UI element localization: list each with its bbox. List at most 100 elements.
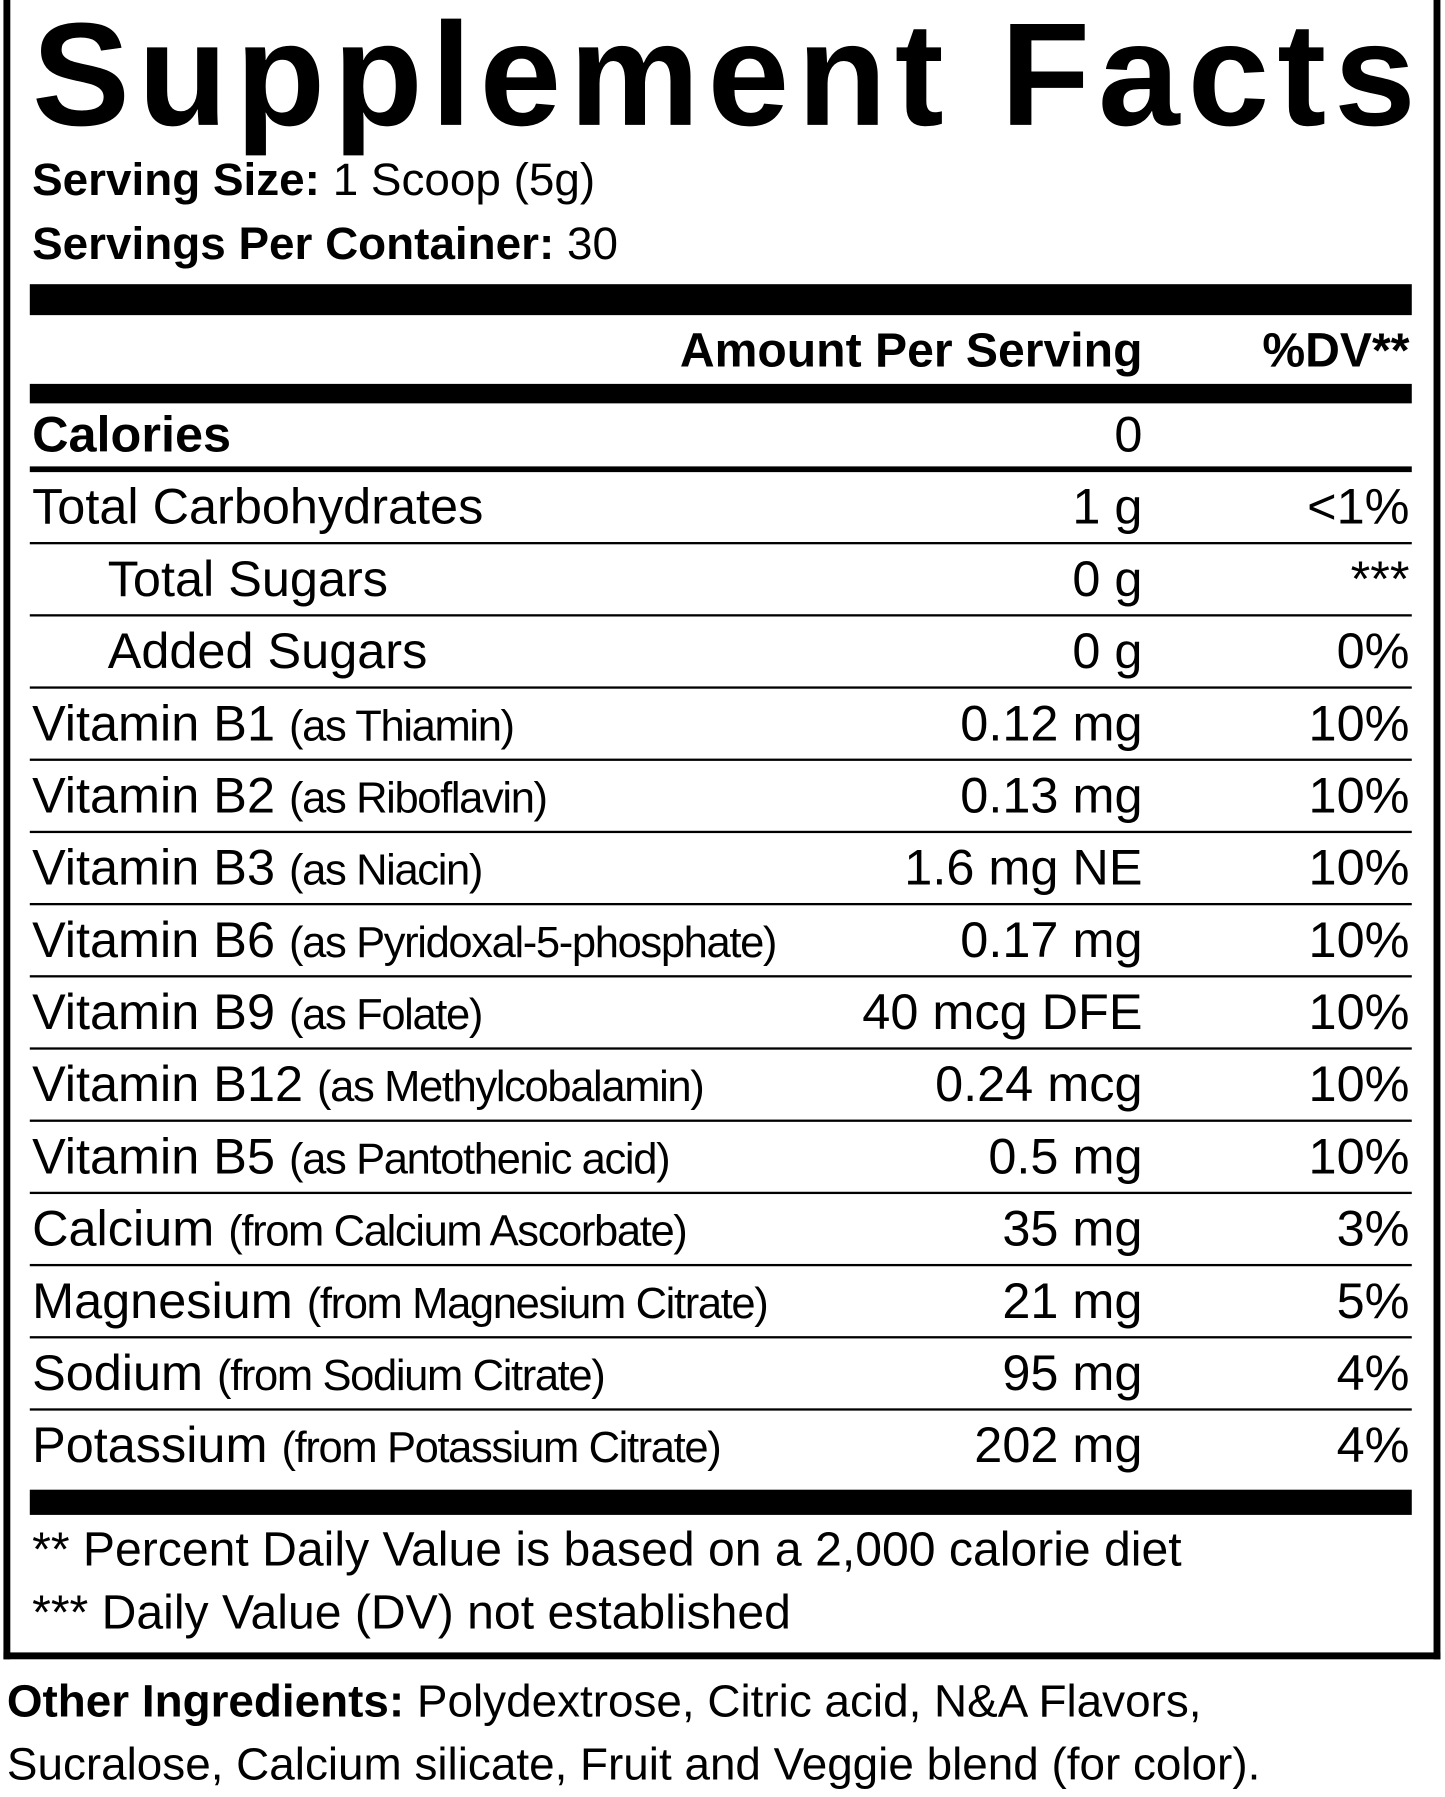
nutrient-name: Vitamin B9 — [32, 983, 275, 1040]
daily-value: 10% — [1308, 1055, 1410, 1113]
amount: 0 g — [1072, 622, 1143, 679]
nutrient-rows: Calories 0 Total Carbohydrates 1 g <1% Total … — [29, 403, 1412, 1481]
daily-value: 5% — [1336, 1272, 1410, 1329]
nutrient-name: Vitamin B2 — [32, 767, 275, 824]
nutrient-name: Sodium — [32, 1344, 204, 1401]
nutrient-name-cell: Vitamin B2 (as Riboflavin) — [32, 767, 548, 824]
nutrient-name: Vitamin B6 — [32, 911, 275, 968]
nutrient-source: (as Pyridoxal-5-phosphate) — [289, 918, 777, 967]
nutrient-name: Added Sugars — [107, 622, 428, 679]
label: Serving Size: — [32, 154, 320, 206]
nutrient-row: Calories 0 — [29, 403, 1412, 473]
ingredients-line: Sucralose, Calcium silicate, Fruit and V… — [7, 1735, 1260, 1795]
nutrient-source: (as Niacin) — [289, 846, 483, 895]
nutrient-name-cell: Vitamin B6 (as Pyridoxal-5-phosphate) — [32, 911, 777, 969]
nutrient-name: Calories — [32, 406, 232, 463]
nutrient-row: Vitamin B12 (as Methylcobalamin) 0.24 mcg… — [29, 1050, 1412, 1122]
nutrient-row: Vitamin B6 (as Pyridoxal-5-phosphate) 0.1… — [29, 905, 1412, 978]
amount: 0.24 mcg — [935, 1055, 1143, 1113]
amount: 202 mg — [974, 1416, 1143, 1474]
daily-value: 10% — [1308, 767, 1410, 824]
daily-value: 3% — [1336, 1200, 1410, 1257]
nutrient-source: (from Magnesium Citrate) — [306, 1279, 769, 1328]
dv-header: %DV** — [1262, 323, 1410, 378]
ingredients-label: Other Ingredients: — [6, 1676, 405, 1727]
daily-value: 10% — [1308, 695, 1410, 752]
amount: 0 — [1114, 406, 1143, 463]
daily-value: *** — [1350, 550, 1410, 607]
nutrient-row: Magnesium (from Magnesium Citrate) 21 mg 5… — [29, 1266, 1412, 1339]
serving-size: Serving Size: 1 Scoop (5g) — [32, 152, 595, 207]
nutrient-row: Vitamin B2 (as Riboflavin) 0.13 mg 10% — [29, 761, 1412, 834]
daily-value: 10% — [1308, 1128, 1410, 1185]
nutrient-row: Vitamin B5 (as Pantothenic acid) 0.5 mg 10… — [29, 1122, 1412, 1195]
nutrient-row: Total Sugars 0 g *** — [29, 544, 1412, 617]
daily-value: 10% — [1308, 983, 1410, 1040]
facts-panel — [3, 0, 1441, 1660]
amount: 40 mcg DFE — [862, 983, 1143, 1040]
footnote: *** Daily Value (DV) not established — [32, 1584, 791, 1639]
ingredients-text: Polydextrose, Citric acid, N&A Flavors, — [416, 1676, 1202, 1727]
nutrient-name-cell: Added Sugars — [108, 623, 428, 680]
ingredients-text: Sucralose, Calcium silicate, Fruit and V… — [6, 1739, 1261, 1790]
daily-value: 0% — [1336, 622, 1410, 679]
daily-value: <1% — [1307, 478, 1410, 535]
nutrient-name-cell: Sodium (from Sodium Citrate) — [32, 1344, 606, 1402]
nutrient-name-cell: Vitamin B9 (as Folate) — [32, 983, 483, 1041]
nutrient-source: (as Riboflavin) — [289, 774, 548, 823]
title: Supplement Facts — [32, 0, 1424, 157]
ingredients-line: Other Ingredients: Polydextrose, Citric … — [7, 1672, 1202, 1732]
nutrient-source: (as Methylcobalamin) — [317, 1062, 705, 1111]
nutrient-name: Total Sugars — [107, 550, 388, 607]
nutrient-name-cell: Total Sugars — [108, 551, 388, 608]
nutrient-name: Total Carbohydrates — [32, 478, 484, 535]
nutrient-name-cell: Vitamin B5 (as Pantothenic acid) — [32, 1128, 670, 1185]
amount: 0.5 mg — [988, 1128, 1143, 1185]
daily-value: 4% — [1336, 1416, 1410, 1474]
thick-rule — [29, 284, 1412, 316]
nutrient-name: Vitamin B3 — [32, 839, 275, 896]
nutrient-row: Added Sugars 0 g 0% — [29, 617, 1412, 689]
amount: 35 mg — [1002, 1200, 1143, 1257]
nutrient-row: Vitamin B3 (as Niacin) 1.6 mg NE 10% — [29, 833, 1412, 906]
nutrient-source: (from Sodium Citrate) — [217, 1351, 606, 1400]
nutrient-row: Calcium (from Calcium Ascorbate) 35 mg 3% — [29, 1194, 1412, 1267]
amount: 1.6 mg NE — [904, 839, 1143, 896]
amount: 1 g — [1072, 478, 1143, 535]
nutrient-name: Magnesium — [32, 1272, 293, 1329]
thick-rule — [29, 383, 1412, 404]
nutrient-row: Total Carbohydrates 1 g <1% — [29, 472, 1412, 545]
amount: 21 mg — [1002, 1272, 1143, 1329]
nutrient-name: Calcium — [32, 1200, 215, 1257]
nutrient-name: Vitamin B12 — [32, 1055, 304, 1113]
nutrient-source: (from Potassium Citrate) — [281, 1423, 722, 1472]
nutrient-name: Vitamin B5 — [32, 1128, 275, 1185]
nutrient-name: Potassium — [32, 1416, 268, 1474]
nutrient-name-cell: Vitamin B3 (as Niacin) — [32, 839, 483, 896]
nutrient-row: Vitamin B9 (as Folate) 40 mcg DFE 10% — [29, 977, 1412, 1050]
thick-rule — [29, 1489, 1412, 1515]
daily-value: 10% — [1308, 911, 1410, 968]
footnote: ** Percent Daily Value is based on a 2,0… — [32, 1521, 1182, 1576]
nutrient-name-cell: Vitamin B1 (as Thiamin) — [32, 695, 515, 752]
nutrient-name: Vitamin B1 — [32, 695, 275, 752]
nutrient-name-cell: Magnesium (from Magnesium Citrate) — [32, 1272, 769, 1330]
nutrient-row: Potassium (from Potassium Citrate) 202 mg… — [30, 1411, 1412, 1481]
amount-header: Amount Per Serving — [679, 323, 1143, 378]
amount: 0 g — [1072, 550, 1143, 607]
daily-value: 4% — [1336, 1344, 1410, 1401]
table-header: Amount Per Serving %DV** — [30, 319, 1412, 381]
nutrient-name-cell: Total Carbohydrates — [32, 478, 483, 535]
amount: 95 mg — [1002, 1344, 1143, 1401]
servings-per-container: Servings Per Container: 30 — [32, 217, 618, 272]
amount: 0.17 mg — [960, 911, 1143, 968]
amount: 0.12 mg — [960, 695, 1143, 752]
value: 30 — [567, 218, 619, 270]
nutrient-source: (from Calcium Ascorbate) — [228, 1207, 688, 1256]
nutrient-source: (as Thiamin) — [289, 701, 515, 751]
nutrient-name-cell: Potassium (from Potassium Citrate) — [32, 1416, 722, 1474]
nutrient-name-cell: Calcium (from Calcium Ascorbate) — [32, 1200, 688, 1257]
label: Servings Per Container: — [32, 218, 555, 270]
